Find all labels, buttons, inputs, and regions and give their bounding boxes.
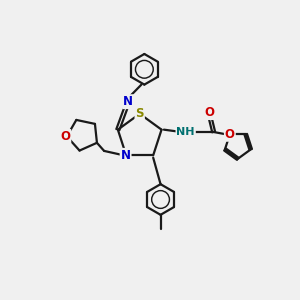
Text: N: N — [123, 95, 133, 108]
Text: O: O — [60, 130, 70, 143]
Text: S: S — [135, 107, 144, 120]
Text: N: N — [121, 149, 130, 162]
Text: O: O — [225, 128, 235, 141]
Text: O: O — [204, 106, 214, 119]
Text: NH: NH — [176, 127, 195, 137]
